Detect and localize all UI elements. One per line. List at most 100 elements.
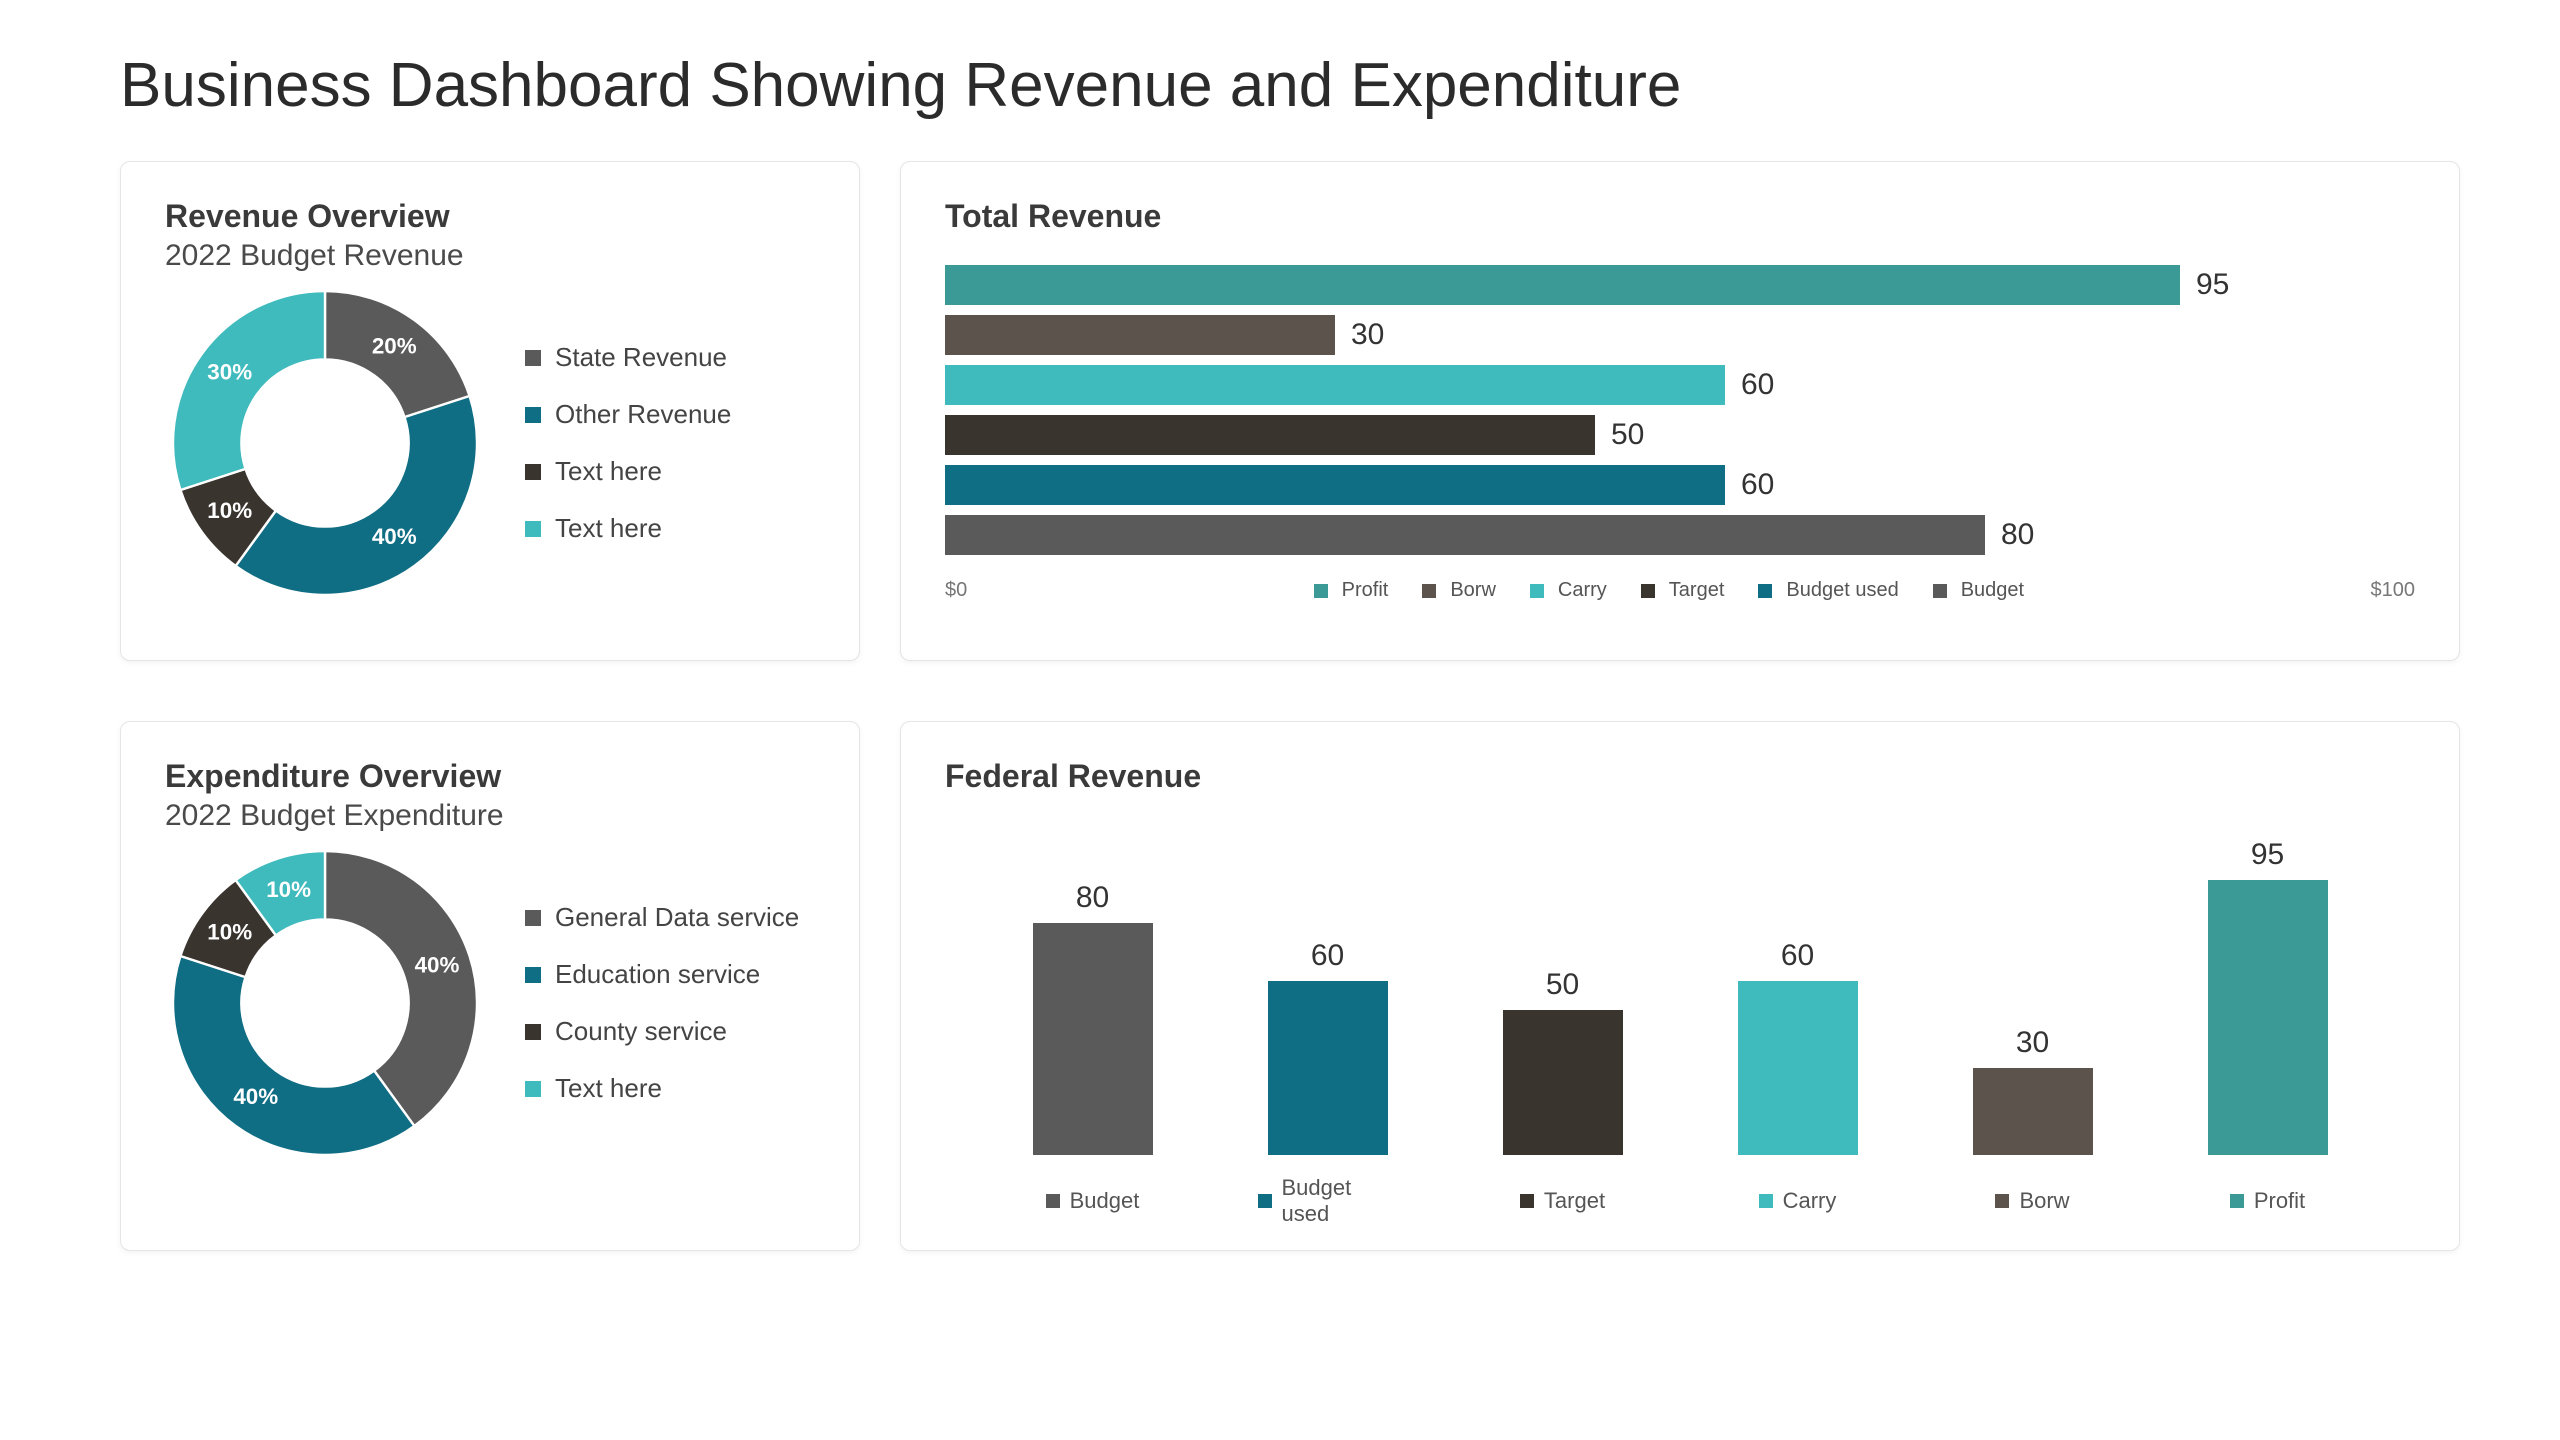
legend-item: Target	[1641, 579, 1725, 602]
hbar-row: 95	[945, 265, 2415, 305]
hbar	[945, 365, 1725, 405]
total-revenue-title: Total Revenue	[945, 198, 2415, 235]
hbar-row: 50	[945, 415, 2415, 455]
donut-slice	[236, 396, 477, 595]
vbar-col: 95	[2198, 838, 2338, 1156]
legend-item: Budget	[1933, 579, 2024, 602]
donut-slice-label: 10%	[207, 920, 252, 945]
hbar-row: 60	[945, 365, 2415, 405]
vbar	[1973, 1068, 2093, 1155]
vbar-value: 95	[2251, 838, 2284, 872]
vbar-col: 60	[1728, 939, 1868, 1155]
total-revenue-bars: 953060506080	[945, 265, 2415, 555]
card-federal-revenue: Federal Revenue 806050603095 BudgetBudge…	[900, 721, 2460, 1251]
axis-max-label: $100	[2371, 579, 2416, 602]
federal-revenue-title: Federal Revenue	[945, 758, 2415, 795]
legend-item: Text here	[525, 513, 731, 544]
vbar	[1503, 1010, 1623, 1155]
legend-label: Carry	[1558, 579, 1607, 602]
axis-min-label: $0	[945, 579, 967, 602]
card-expenditure-overview: Expenditure Overview 2022 Budget Expendi…	[120, 721, 860, 1251]
federal-revenue-bars: 806050603095	[945, 825, 2415, 1155]
hbar	[945, 465, 1725, 505]
legend-item: Text here	[525, 1073, 799, 1104]
legend-label: Text here	[555, 1073, 662, 1104]
donut-slice	[173, 291, 325, 490]
legend-item: Profit	[1314, 579, 1389, 602]
legend-label: Budget	[1961, 579, 2024, 602]
vbar	[1268, 981, 1388, 1155]
legend-swatch	[525, 1024, 541, 1040]
legend-item: Carry	[1728, 1175, 1868, 1227]
legend-label: Borw	[2019, 1188, 2069, 1214]
legend-label: Budget used	[1786, 579, 1898, 602]
legend-swatch	[1759, 1194, 1773, 1208]
card-revenue-overview: Revenue Overview 2022 Budget Revenue 20%…	[120, 161, 860, 661]
hbar-value: 95	[2196, 268, 2229, 302]
legend-swatch	[525, 350, 541, 366]
legend-item: Budget used	[1258, 1175, 1398, 1227]
legend-swatch	[525, 521, 541, 537]
legend-label: Other Revenue	[555, 399, 731, 430]
hbar-row: 30	[945, 315, 2415, 355]
legend-item: Budget	[1023, 1175, 1163, 1227]
vbar-value: 50	[1546, 968, 1579, 1002]
expenditure-donut: 40% 40% 10% 10%	[165, 843, 485, 1163]
legend-label: Profit	[1342, 579, 1389, 602]
legend-swatch	[525, 967, 541, 983]
hbar-value: 50	[1611, 418, 1644, 452]
legend-item: Budget used	[1758, 579, 1898, 602]
hbar-value: 60	[1741, 368, 1774, 402]
legend-item: Profit	[2198, 1175, 2338, 1227]
vbar-col: 50	[1493, 968, 1633, 1155]
expenditure-legend: General Data service Education service Cou…	[525, 902, 799, 1104]
federal-revenue-legend: Budget Budget used Target Carry Borw Profit	[945, 1175, 2415, 1227]
legend-swatch	[1933, 584, 1947, 598]
hbar	[945, 415, 1595, 455]
donut-slice-label: 40%	[233, 1084, 278, 1109]
total-revenue-axis: $0 Profit Borw Carry Target Budget used Budge…	[945, 579, 2415, 602]
legend-swatch	[1258, 1194, 1272, 1208]
legend-swatch	[525, 910, 541, 926]
legend-swatch	[2230, 1194, 2244, 1208]
donut-slice-label: 40%	[415, 953, 460, 978]
donut-slice-label: 40%	[372, 524, 417, 549]
revenue-donut: 20%40%10%30%	[165, 283, 485, 603]
legend-swatch	[525, 407, 541, 423]
legend-item: Text here	[525, 456, 731, 487]
legend-label: Profit	[2254, 1188, 2305, 1214]
vbar	[1738, 981, 1858, 1155]
legend-item: Borw	[1422, 579, 1496, 602]
legend-item: Carry	[1530, 579, 1607, 602]
vbar-value: 80	[1076, 881, 1109, 915]
expenditure-overview-title: Expenditure Overview	[165, 758, 815, 795]
legend-swatch	[1314, 584, 1328, 598]
donut-slice-label: 10%	[207, 498, 252, 523]
legend-item: State Revenue	[525, 342, 731, 373]
expenditure-overview-subtitle: 2022 Budget Expenditure	[165, 799, 815, 833]
legend-label: Borw	[1450, 579, 1496, 602]
total-revenue-legend: Profit Borw Carry Target Budget used Budget	[1314, 579, 2024, 602]
legend-item: Education service	[525, 959, 799, 990]
hbar-value: 60	[1741, 468, 1774, 502]
legend-label: Target	[1669, 579, 1725, 602]
legend-swatch	[525, 464, 541, 480]
legend-label: Carry	[1783, 1188, 1837, 1214]
legend-swatch	[1520, 1194, 1534, 1208]
legend-item: Other Revenue	[525, 399, 731, 430]
revenue-legend: State Revenue Other Revenue Text here Text …	[525, 342, 731, 544]
legend-swatch	[1758, 584, 1772, 598]
donut-slice	[173, 956, 414, 1155]
legend-swatch	[1046, 1194, 1060, 1208]
revenue-overview-subtitle: 2022 Budget Revenue	[165, 239, 815, 273]
legend-swatch	[1641, 584, 1655, 598]
vbar-value: 60	[1311, 939, 1344, 973]
legend-item: County service	[525, 1016, 799, 1047]
legend-swatch	[525, 1081, 541, 1097]
legend-item: Target	[1493, 1175, 1633, 1227]
legend-item: General Data service	[525, 902, 799, 933]
donut-slice-label: 10%	[266, 877, 311, 902]
legend-swatch	[1530, 584, 1544, 598]
vbar-col: 80	[1023, 881, 1163, 1155]
dashboard-grid: Revenue Overview 2022 Budget Revenue 20%…	[120, 161, 2440, 1251]
